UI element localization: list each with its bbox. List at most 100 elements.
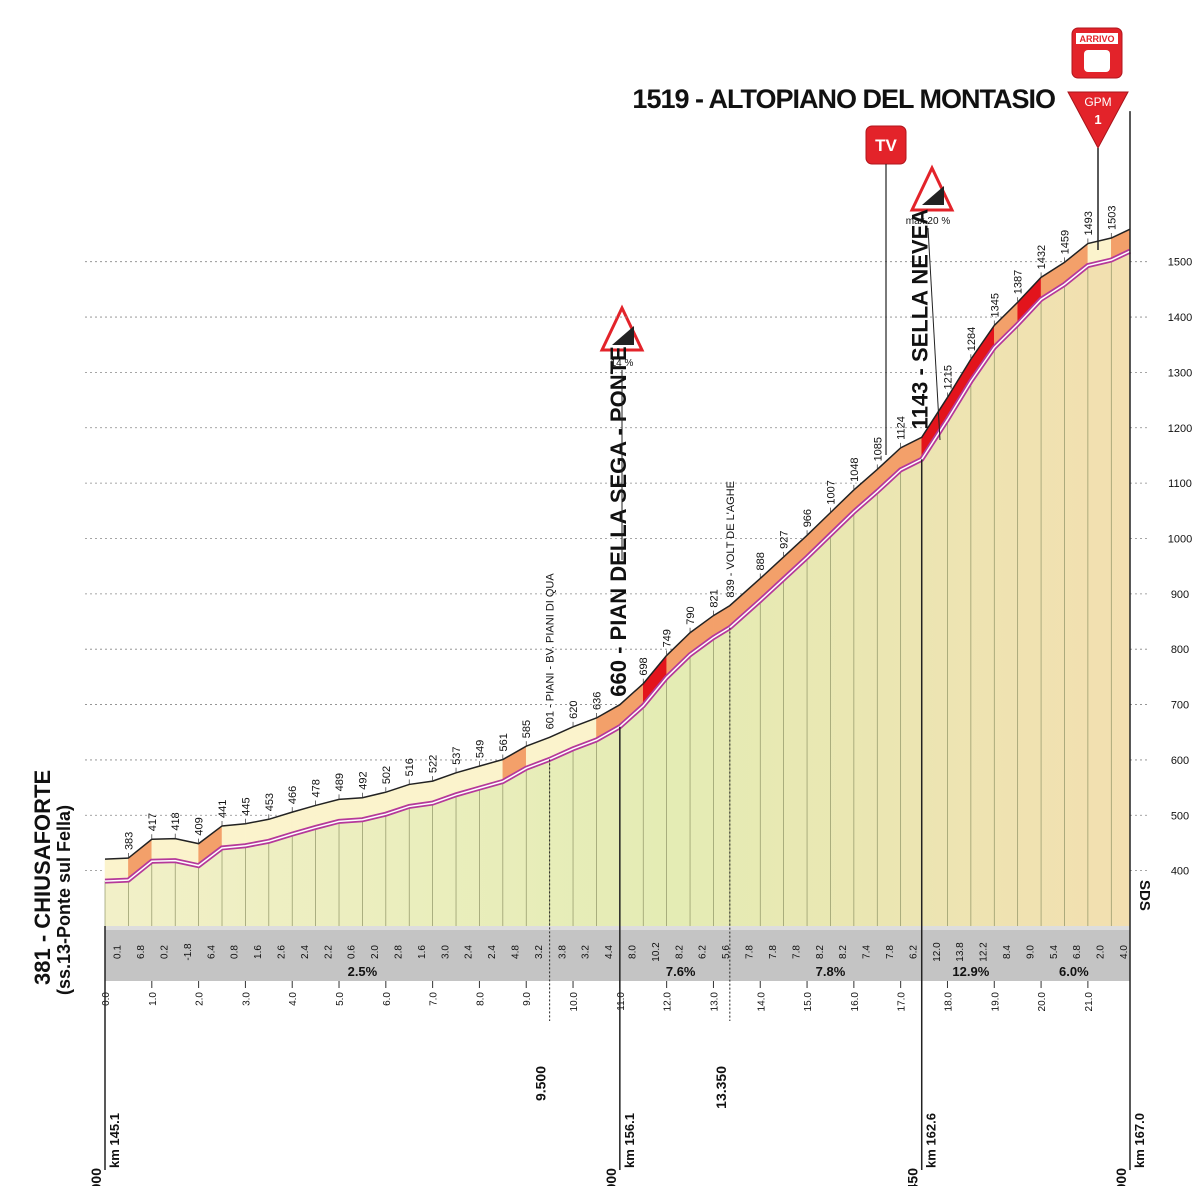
y-tick-label: 1400 — [1168, 312, 1192, 324]
segment-grade: 7.8 — [791, 945, 802, 959]
segment-grade: 2.2 — [323, 945, 334, 959]
altitude-label: 561 — [498, 733, 510, 751]
y-tick-label: 1500 — [1168, 257, 1192, 269]
segment-grade: 6.2 — [908, 945, 919, 959]
grade-band-top — [105, 926, 1130, 930]
segment-grade: 0.1 — [113, 945, 124, 959]
segment-grade: 10.2 — [651, 942, 662, 962]
altitude-label: 790 — [685, 606, 697, 624]
km-label: 11.000 — [603, 1168, 619, 1186]
altitude-label: 441 — [217, 800, 229, 818]
x-tick-label: 11.0 — [616, 992, 627, 1011]
segment-grade: 8.0 — [628, 945, 639, 959]
x-tick-label: 13.0 — [709, 992, 720, 1012]
x-tick-label: 3.0 — [241, 992, 252, 1006]
x-tick-label: 14.0 — [756, 992, 767, 1012]
x-tick-label: 5.0 — [335, 992, 346, 1006]
altitude-label: 1459 — [1059, 230, 1071, 254]
locality-name: 601 - PIANI - BV. PIANI DI QUA — [545, 573, 557, 730]
km-total: km 162.6 — [924, 1113, 939, 1168]
km-label: 17.450 — [905, 1168, 921, 1186]
segment-grade: 12.0 — [932, 942, 943, 962]
segment-grade: 7.8 — [768, 945, 779, 959]
segment-grade: 4.4 — [604, 945, 615, 959]
x-tick-label: 7.0 — [429, 992, 440, 1006]
altitude-label: 698 — [638, 657, 650, 675]
average-grade: 7.6% — [666, 964, 696, 979]
altitude-label: 1345 — [989, 293, 1001, 317]
x-tick-label: 2.0 — [195, 992, 206, 1006]
arrivo-label: ARRIVO — [1079, 34, 1114, 44]
x-tick-label: 18.0 — [943, 992, 954, 1012]
x-tick-label: 8.0 — [475, 992, 486, 1006]
x-tick-label: 19.0 — [990, 992, 1001, 1012]
x-tick-label: 10.0 — [569, 992, 580, 1012]
segment-grade: 3.2 — [534, 945, 545, 959]
segment-grade: 6.8 — [136, 945, 147, 959]
y-tick-label: 800 — [1171, 644, 1189, 656]
km-total: km 156.1 — [622, 1113, 637, 1168]
altitude-label: 1387 — [1013, 270, 1025, 294]
altitude-label: 502 — [381, 766, 393, 784]
altitude-label: 466 — [287, 786, 299, 804]
altitude-label: 966 — [802, 509, 814, 527]
chart-title: 1519 - ALTOPIANO DEL MONTASIO — [632, 84, 1055, 114]
km-label: 0.000 — [88, 1168, 104, 1186]
y-tick-label: 400 — [1171, 866, 1189, 878]
arrivo-icon: ARRIVO — [1071, 27, 1123, 79]
altitude-label: 1007 — [825, 480, 837, 504]
x-tick-label: 9.0 — [522, 992, 533, 1006]
altitude-label: 478 — [311, 779, 323, 797]
altitude-label: 1085 — [872, 437, 884, 461]
segment-grade: 3.8 — [557, 945, 568, 959]
segment-grade: 1.6 — [253, 945, 264, 959]
km-label: 9.500 — [533, 1066, 549, 1101]
tv-icon: TV — [865, 125, 907, 165]
altitude-label: 409 — [194, 817, 206, 835]
altitude-label: 1124 — [896, 416, 908, 440]
altitude-label: 1284 — [966, 327, 978, 351]
segment-grade: 6.4 — [206, 945, 217, 959]
steep-icon: 14 % — [599, 304, 645, 369]
segment-grade: 2.4 — [464, 945, 475, 959]
segment-grade: 0.6 — [347, 945, 358, 959]
x-tick-label: 20.0 — [1037, 992, 1048, 1012]
place-name: 660 - PIAN DELLA SEGA - PONTE — [606, 346, 631, 696]
grade-band — [105, 926, 1130, 981]
average-grade: 12.9% — [952, 964, 989, 979]
steep-label: 14 % — [611, 358, 634, 369]
segment-grade: 2.8 — [394, 945, 405, 959]
km-total: km 167.0 — [1132, 1113, 1147, 1168]
gpm-icon: GPM 1 — [1067, 91, 1129, 150]
altitude-label: 492 — [357, 771, 369, 789]
altitude-label: 927 — [779, 531, 791, 549]
segment-grade: 4.0 — [1119, 945, 1130, 959]
ribbon-edge — [104, 228, 1131, 860]
altitude-label: 522 — [428, 755, 440, 773]
segment-grade: 8.2 — [838, 945, 849, 959]
place-subtext: (ss.13-Ponte sul Fella) — [54, 805, 74, 995]
altitude-label: 1048 — [849, 457, 861, 481]
altitude-label: 383 — [123, 832, 135, 850]
x-tick-label: 16.0 — [850, 992, 861, 1012]
segment-grade: 12.2 — [979, 942, 990, 962]
altitude-label: 418 — [170, 812, 182, 830]
segment-grade: 2.4 — [487, 945, 498, 959]
y-tick-label: 500 — [1171, 810, 1189, 822]
segment-grade: 2.6 — [277, 945, 288, 959]
segment-grade: 2.4 — [300, 945, 311, 959]
altitude-label: 1493 — [1083, 211, 1095, 235]
segment-grade: 0.2 — [160, 945, 171, 959]
tv-label: TV — [875, 136, 897, 155]
x-tick-label: 1.0 — [148, 992, 159, 1006]
altitude-label: 1503 — [1106, 206, 1118, 230]
segment-grade: 9.0 — [1025, 945, 1036, 959]
segment-grade: 7.8 — [885, 945, 896, 959]
icon-leader — [927, 227, 941, 441]
altitude-label: 620 — [568, 700, 580, 718]
segment-grade: 8.2 — [815, 945, 826, 959]
altitude-label: 749 — [662, 629, 674, 647]
average-grade: 6.0% — [1059, 964, 1089, 979]
credit: SDS — [1136, 880, 1153, 911]
